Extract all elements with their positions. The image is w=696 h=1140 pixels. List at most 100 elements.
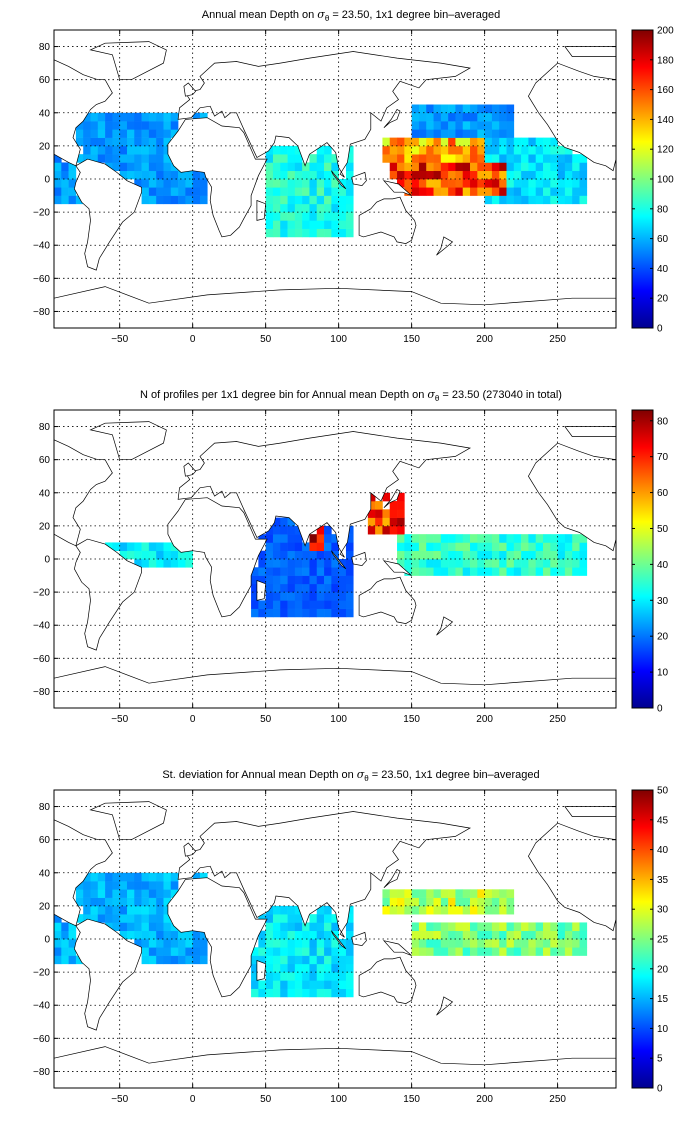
data-cell [324, 583, 332, 593]
data-cell [499, 154, 507, 163]
data-cell [535, 162, 544, 172]
data-cell [280, 559, 288, 568]
data-cell [134, 939, 142, 948]
data-cell [506, 162, 515, 172]
data-cell [535, 170, 544, 180]
data-cell [448, 121, 456, 130]
data-cell [280, 187, 288, 196]
data-cell [61, 179, 69, 188]
data-cell [280, 583, 288, 593]
data-cell [448, 922, 456, 932]
data-cell [83, 129, 91, 138]
land-outline [436, 616, 454, 636]
data-cell [331, 195, 339, 205]
data-cell [404, 145, 412, 155]
data-cell [433, 905, 442, 915]
data-cell [499, 162, 507, 172]
data-cell [448, 905, 456, 915]
data-cell [112, 889, 120, 898]
land-outline [383, 869, 401, 888]
data-cell [418, 567, 427, 576]
data-cell [535, 542, 544, 552]
data-cell [148, 187, 157, 196]
data-cell [61, 939, 69, 948]
data-cell [331, 220, 339, 229]
data-cell [484, 567, 493, 576]
data-cell [528, 195, 537, 205]
data-cell [170, 112, 179, 122]
data-cell [324, 972, 332, 981]
data-cell [112, 897, 120, 907]
data-cell [251, 947, 259, 956]
data-cell [543, 550, 551, 560]
data-cell [418, 905, 427, 915]
data-cell [302, 179, 310, 188]
coastlines [53, 421, 617, 709]
data-cell [272, 203, 281, 213]
land-outline [383, 489, 401, 508]
data-cell [579, 567, 588, 576]
data-cell [148, 939, 157, 948]
data-cell [119, 145, 128, 155]
data-cell [426, 170, 434, 180]
data-cell [54, 930, 62, 940]
data-cell [513, 947, 522, 956]
data-cell [316, 220, 325, 229]
data-cell [338, 203, 347, 213]
data-cell [499, 939, 507, 948]
data-cell [418, 112, 427, 122]
data-cell [470, 534, 478, 543]
data-cell [156, 922, 164, 932]
data-cell [258, 534, 266, 543]
data-cell [564, 947, 573, 956]
y-tick-label: 80 [39, 42, 51, 53]
data-cell [272, 212, 281, 221]
data-cell [550, 195, 558, 205]
data-cell [477, 559, 485, 568]
map-axes: −50 0 50 100 150 200 250 −80 −60 −40 −20 0 20 40 60 80 [33, 409, 617, 725]
data-cell [148, 897, 157, 907]
data-cell [440, 897, 449, 907]
y-tick-label: 80 [39, 422, 51, 433]
data-cell [272, 947, 281, 956]
data-cell [418, 145, 427, 155]
data-cell [119, 162, 128, 172]
data-cell [484, 905, 493, 915]
data-cell [185, 559, 193, 568]
data-cell [141, 121, 150, 130]
data-cell [499, 889, 507, 898]
data-cell [272, 608, 281, 618]
data-cell [97, 137, 106, 147]
data-cell [170, 170, 179, 180]
data-cell [513, 550, 522, 560]
data-cell [543, 930, 551, 940]
data-cell [258, 550, 266, 560]
data-cell [141, 145, 150, 155]
y-tick-label: 40 [39, 488, 51, 499]
data-cell [484, 195, 493, 205]
land-outline [53, 59, 113, 167]
data-cell [316, 542, 325, 552]
data-cell [324, 542, 332, 552]
data-cell [528, 939, 537, 948]
data-cell [564, 170, 573, 180]
data-cell [287, 203, 296, 213]
data-cell [528, 145, 537, 155]
land-outline [436, 236, 454, 256]
data-cell [163, 905, 172, 915]
data-cell [543, 154, 551, 163]
data-cell [316, 922, 325, 932]
data-cell [199, 955, 208, 965]
data-cell [462, 187, 471, 196]
data-cell [462, 162, 471, 172]
colorbar-tick-label: 140 [657, 115, 674, 126]
data-cell [564, 534, 573, 543]
data-cell [331, 980, 339, 989]
data-cell [141, 930, 150, 940]
data-cell [506, 550, 515, 560]
data-cell [506, 567, 515, 576]
data-cell [550, 550, 558, 560]
data-cell [418, 187, 427, 196]
data-cell [506, 939, 515, 948]
data-cell [484, 145, 493, 155]
